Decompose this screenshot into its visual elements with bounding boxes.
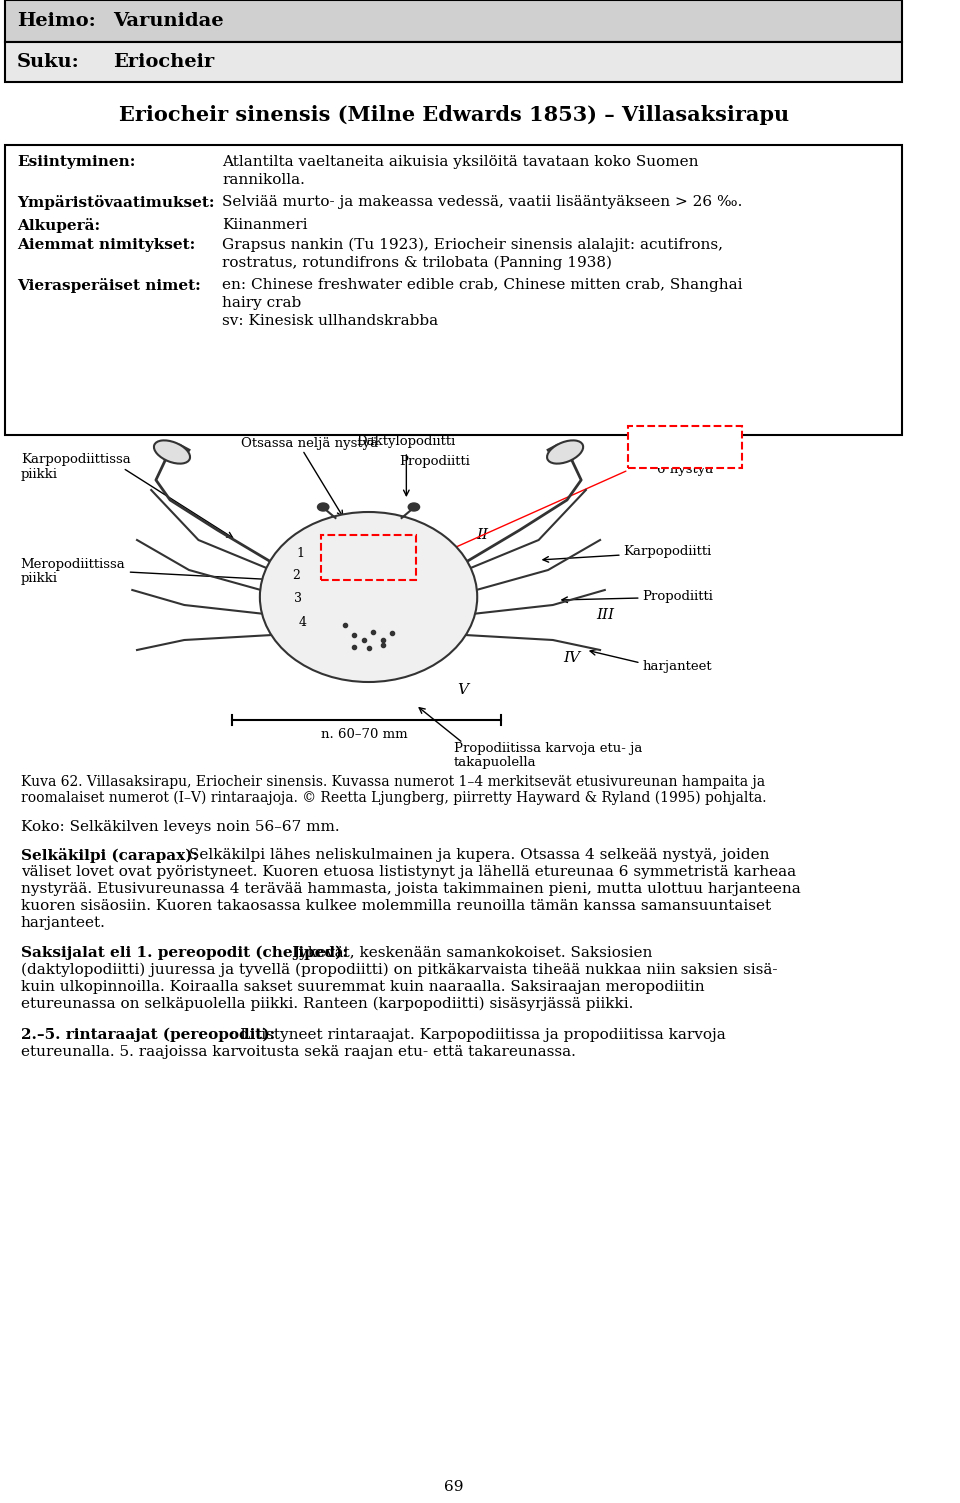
Text: 1: 1 [297, 547, 304, 559]
Text: Meropodiittissa: Meropodiittissa [21, 558, 126, 571]
Text: Suku:: Suku: [17, 53, 80, 71]
Bar [5, 42, 902, 83]
Text: hairy crab: hairy crab [222, 296, 301, 310]
Text: Karpopodiittissa: Karpopodiittissa [21, 452, 131, 466]
Text: Kuva 62. Villasaksirapu, Eriocheir sinensis. Kuvassa numerot 1–4 merkitsevät etu: Kuva 62. Villasaksirapu, Eriocheir sinen… [21, 776, 765, 789]
Text: IV: IV [564, 651, 580, 664]
Text: 69: 69 [444, 1480, 464, 1494]
Text: piikki: piikki [21, 467, 58, 481]
Text: Karpopodiitti: Karpopodiitti [624, 546, 712, 558]
Text: Saksijalat eli 1. pereopodit (cheliped):: Saksijalat eli 1. pereopodit (cheliped): [21, 945, 348, 960]
Text: Etureunan: Etureunan [650, 449, 721, 463]
Text: etureunalla. 5. raajoissa karvoitusta sekä raajan etu- että takareunassa.: etureunalla. 5. raajoissa karvoitusta se… [21, 1045, 576, 1060]
Text: Propodiitti: Propodiitti [642, 591, 713, 603]
Text: Alkuperä:: Alkuperä: [17, 218, 100, 233]
Text: Esiintyminen:: Esiintyminen: [17, 155, 135, 168]
Text: (daktylopodiitti) juuressa ja tyvellä (propodiitti) on pitkäkarvaista tiheää nuk: (daktylopodiitti) juuressa ja tyvellä (p… [21, 963, 778, 977]
Text: Eriocheir sinensis (Milne Edwards 1853) – Villasaksirapu: Eriocheir sinensis (Milne Edwards 1853) … [118, 105, 789, 125]
Text: rostratus, rotundifrons & trilobata (Panning 1938): rostratus, rotundifrons & trilobata (Pan… [222, 256, 612, 271]
Text: Jykevät, keskenään samankokoiset. Saksiosien: Jykevät, keskenään samankokoiset. Saksio… [293, 945, 653, 960]
Text: Propodiitissa karvoja etu- ja: Propodiitissa karvoja etu- ja [454, 742, 642, 755]
Text: Selkäkilpi lähes neliskulmainen ja kupera. Otsassa 4 selkeää nystyä, joiden: Selkäkilpi lähes neliskulmainen ja kuper… [189, 848, 770, 863]
Text: Aiemmat nimitykset:: Aiemmat nimitykset: [17, 237, 195, 253]
Text: en: Chinese freshwater edible crab, Chinese mitten crab, Shanghai: en: Chinese freshwater edible crab, Chin… [222, 278, 743, 292]
Bar [5, 0, 902, 42]
Text: V: V [458, 682, 468, 697]
Text: piikki: piikki [21, 573, 58, 585]
Text: 4: 4 [299, 616, 306, 628]
Ellipse shape [260, 513, 477, 682]
Text: 2.–5. rintaraajat (pereopodit):: 2.–5. rintaraajat (pereopodit): [21, 1028, 276, 1043]
Text: 2: 2 [292, 568, 300, 582]
Text: Daktylopodiitti: Daktylopodiitti [357, 434, 456, 448]
Text: takapuolella: takapuolella [454, 756, 537, 770]
Text: Varunidae: Varunidae [113, 12, 224, 30]
Bar [322, 535, 416, 580]
Text: Selkäkilpi (carapax):: Selkäkilpi (carapax): [21, 848, 198, 863]
Text: Heimo:: Heimo: [17, 12, 96, 30]
Text: : Litistyneet rintaraajat. Karpopodiitissa ja propodiitissa karvoja: : Litistyneet rintaraajat. Karpopodiitis… [229, 1028, 726, 1042]
Ellipse shape [154, 440, 190, 463]
Text: Propodiitti: Propodiitti [399, 455, 470, 467]
Text: n. 60–70 mm: n. 60–70 mm [321, 727, 407, 741]
Text: etureunassa on selkäpuolella piikki. Ranteen (karpopodiitti) sisäsyrjässä piikki: etureunassa on selkäpuolella piikki. Ran… [21, 996, 634, 1012]
Ellipse shape [318, 504, 329, 511]
Text: Eriocheir: Eriocheir [113, 53, 215, 71]
Text: III: III [596, 609, 613, 622]
Text: Koko: Selkäkilven leveys noin 56–67 mm.: Koko: Selkäkilven leveys noin 56–67 mm. [21, 821, 340, 834]
Text: nystyrää. Etusivureunassa 4 terävää hammasta, joista takimmainen pieni, mutta ul: nystyrää. Etusivureunassa 4 terävää hamm… [21, 882, 801, 896]
Text: rannikolla.: rannikolla. [222, 173, 305, 186]
Text: kuin ulkopinnoilla. Koiraalla sakset suuremmat kuin naaraalla. Saksiraajan merop: kuin ulkopinnoilla. Koiraalla sakset suu… [21, 980, 705, 993]
Text: Ympäristövaatimukset:: Ympäristövaatimukset: [17, 195, 214, 210]
Text: harjanteet: harjanteet [642, 660, 712, 673]
Text: Kiinanmeri: Kiinanmeri [222, 218, 307, 231]
Text: sv: Kinesisk ullhandskrabba: sv: Kinesisk ullhandskrabba [222, 314, 438, 328]
Text: Atlantilta vaeltaneita aikuisia yksilöitä tavataan koko Suomen: Atlantilta vaeltaneita aikuisia yksilöit… [222, 155, 699, 168]
Ellipse shape [547, 440, 583, 463]
Text: Grapsus nankin (Tu 1923), Eriocheir sinensis alalajit: acutifrons,: Grapsus nankin (Tu 1923), Eriocheir sine… [222, 237, 723, 253]
Text: II: II [476, 528, 488, 543]
Text: kuoren sisäosiin. Kuoren takaosassa kulkee molemmilla reunoilla tämän kanssa sam: kuoren sisäosiin. Kuoren takaosassa kulk… [21, 899, 771, 912]
Text: Selviää murto- ja makeassa vedessä, vaatii lisääntyäkseen > 26 ‰.: Selviää murto- ja makeassa vedessä, vaat… [222, 195, 742, 209]
Bar [629, 425, 742, 467]
Text: roomalaiset numerot (I–V) rintaraajoja. © Reetta Ljungberg, piirretty Hayward & : roomalaiset numerot (I–V) rintaraajoja. … [21, 791, 766, 806]
Text: väliset lovet ovat pyöristyneet. Kuoren etuosa lististynyt ja lähellä etureunaa : väliset lovet ovat pyöristyneet. Kuoren … [21, 866, 796, 879]
Text: 3: 3 [294, 592, 301, 604]
Text: I: I [442, 538, 447, 552]
Text: Otsassa neljä nystyä: Otsassa neljä nystyä [241, 437, 378, 449]
Text: 6 nystyä: 6 nystyä [657, 463, 713, 476]
Bar [5, 144, 902, 434]
Ellipse shape [408, 504, 420, 511]
Text: harjanteet.: harjanteet. [21, 915, 106, 930]
Text: Vierasperäiset nimet:: Vierasperäiset nimet: [17, 278, 201, 293]
